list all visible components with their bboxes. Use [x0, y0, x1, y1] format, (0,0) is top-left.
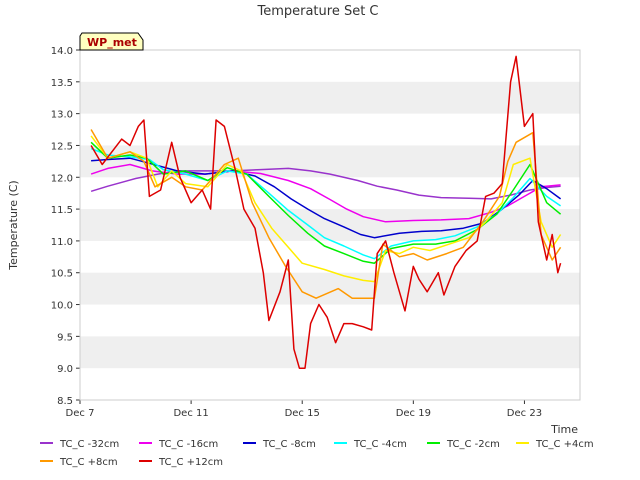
legend-item: TC_C +8cm — [40, 457, 118, 468]
y-tick-label: 8.5 — [57, 396, 73, 407]
plot-background — [80, 50, 580, 400]
y-tick-label: 10.0 — [51, 301, 73, 312]
y-tick-label: 14.0 — [51, 46, 73, 57]
plot-frame — [79, 49, 581, 401]
annotation-box — [79, 32, 144, 51]
series-line-tc-c-+12cm — [90, 55, 562, 369]
legend: TC_C -32cm TC_C -16cm TC_C -8cm TC_C -4cm TC… — [40, 439, 594, 468]
legend-label: TC_C -2cm — [446, 439, 500, 450]
legend-item: TC_C -2cm — [427, 439, 500, 450]
chart-title: Temperature Set C — [256, 4, 378, 19]
x-axis: Dec 7 Dec 11 Dec 15 Dec 19 Dec 23 — [66, 400, 542, 419]
y-tick-label: 9.0 — [57, 364, 73, 375]
y-tick-label: 13.5 — [51, 78, 73, 89]
legend-item: TC_C -4cm — [334, 439, 407, 450]
x-tick-label: Dec 11 — [173, 408, 208, 419]
station-annotation: WP_met — [79, 32, 144, 51]
y-tick-label: 11.0 — [51, 237, 73, 248]
y-tick-label: 13.0 — [51, 110, 73, 121]
x-axis-label: Time — [550, 423, 578, 436]
y-axis-label: Temperature (C) — [7, 180, 20, 270]
series-line-tc-c-+8cm — [90, 129, 562, 299]
y-tick-label: 11.5 — [51, 205, 73, 216]
y-tick-label: 10.5 — [51, 269, 73, 280]
legend-item: TC_C +4cm — [516, 439, 594, 450]
legend-label: TC_C -8cm — [262, 439, 316, 450]
legend-item: TC_C +12cm — [139, 457, 223, 468]
legend-label: TC_C +4cm — [535, 439, 594, 450]
x-tick-label: Dec 19 — [396, 408, 431, 419]
grid-band — [80, 272, 580, 305]
legend-item: TC_C -8cm — [243, 439, 316, 450]
annotation-label: WP_met — [87, 36, 137, 49]
y-tick-label: 12.5 — [51, 141, 73, 152]
grid-band — [80, 209, 580, 241]
x-tick-label: Dec 23 — [507, 408, 542, 419]
legend-label: TC_C -16cm — [158, 439, 218, 450]
y-tick-label: 12.0 — [51, 173, 73, 184]
y-axis: 8.5 9.0 9.5 10.0 10.5 11.0 11.5 12.0 12.5 13.0 13.… — [51, 46, 80, 407]
x-tick-label: Dec 15 — [285, 408, 320, 419]
series-line-tc-c--2cm — [90, 141, 562, 264]
grid-band — [80, 336, 580, 369]
x-tick-label: Dec 7 — [66, 408, 95, 419]
series-line-tc-c-+4cm — [90, 135, 562, 283]
legend-item: TC_C -32cm — [40, 439, 119, 450]
legend-label: TC_C +8cm — [59, 457, 118, 468]
series-lines — [90, 55, 562, 369]
grid-band — [80, 81, 580, 114]
legend-label: TC_C +12cm — [158, 457, 223, 468]
y-tick-label: 9.5 — [57, 332, 73, 343]
legend-label: TC_C -32cm — [59, 439, 119, 450]
legend-item: TC_C -16cm — [139, 439, 218, 450]
legend-label: TC_C -4cm — [353, 439, 407, 450]
